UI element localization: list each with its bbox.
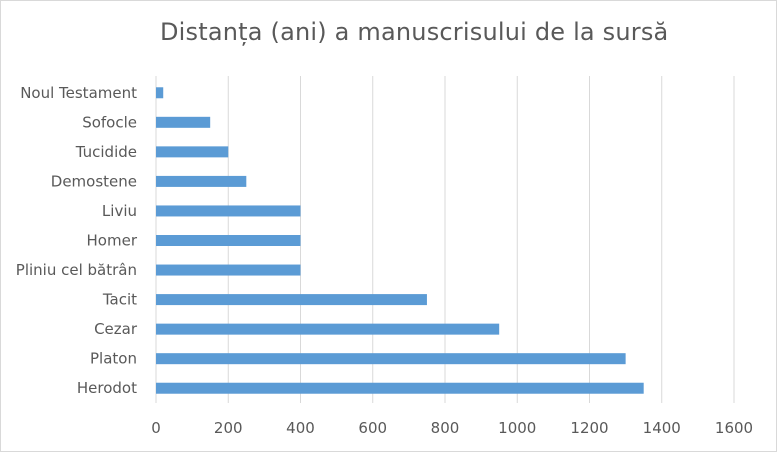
- bar: [156, 205, 301, 217]
- x-tick-label: 200: [214, 419, 243, 437]
- bar: [156, 353, 626, 365]
- x-tick-label: 0: [151, 419, 161, 437]
- x-tick-label: 1000: [498, 419, 536, 437]
- bar: [156, 382, 644, 394]
- bar: [156, 175, 247, 187]
- category-label: Demostene: [51, 172, 137, 190]
- bar: [156, 323, 500, 335]
- x-tick-label: 800: [431, 419, 460, 437]
- x-tick-label: 1400: [643, 419, 681, 437]
- x-tick-label: 1600: [715, 419, 753, 437]
- bar: [156, 146, 229, 158]
- category-label: Tucidide: [75, 143, 137, 161]
- category-label: Sofocle: [82, 113, 137, 131]
- bar: [156, 87, 164, 99]
- x-tick-label: 400: [286, 419, 315, 437]
- bar: [156, 116, 211, 128]
- category-label: Liviu: [102, 202, 137, 220]
- category-label: Cezar: [94, 320, 138, 338]
- bar: [156, 235, 301, 246]
- bar: [156, 264, 301, 276]
- category-label: Homer: [87, 232, 138, 250]
- category-label: Tacit: [102, 291, 137, 309]
- x-tick-label: 600: [358, 419, 387, 437]
- category-label: Herodot: [77, 379, 137, 397]
- category-label: Noul Testament: [20, 84, 137, 102]
- x-tick-label: 1200: [570, 419, 608, 437]
- category-label: Pliniu cel bătrân: [16, 261, 137, 279]
- chart-title: Distanța (ani) a manuscrisului de la sur…: [160, 18, 669, 46]
- category-label: Platon: [90, 350, 137, 368]
- bar: [156, 294, 427, 306]
